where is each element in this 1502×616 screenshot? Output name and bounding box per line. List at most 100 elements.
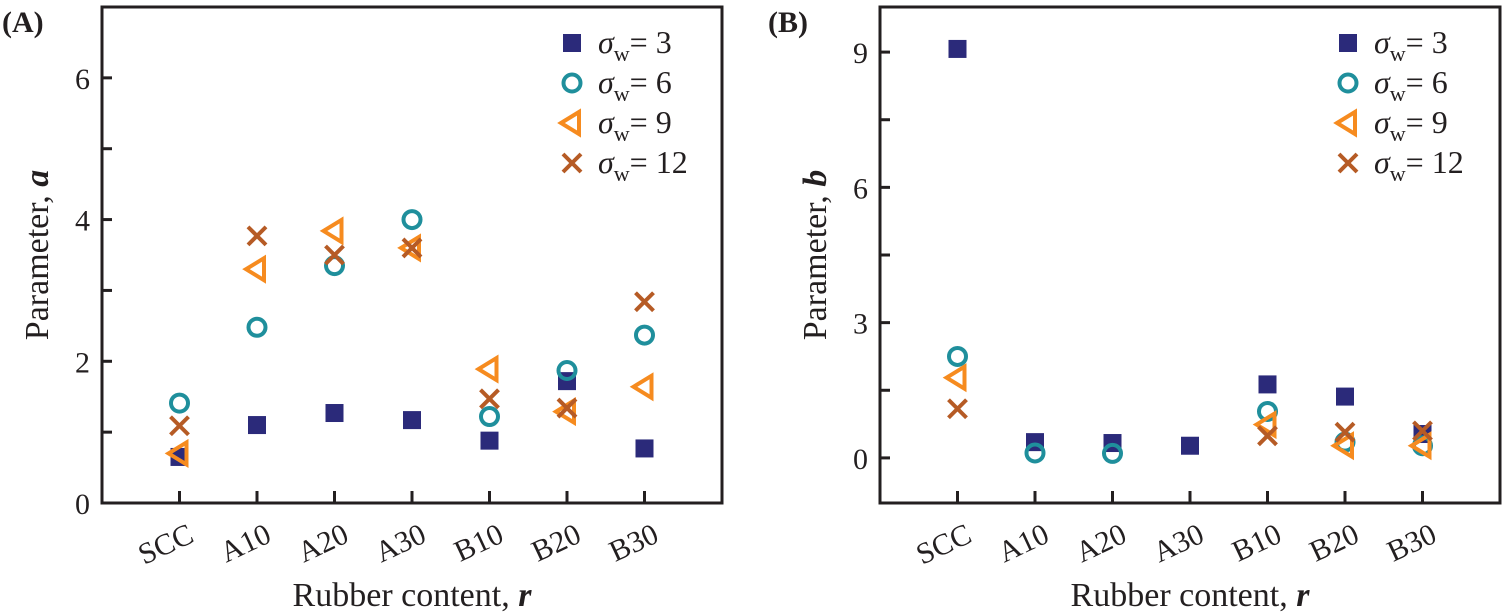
data-point <box>556 359 578 381</box>
legend-symbol: σ <box>1374 64 1391 100</box>
data-point <box>1258 375 1277 394</box>
y-tick-label: 3 <box>853 308 868 341</box>
data-point <box>1257 425 1278 447</box>
y-axis-variable: a <box>19 170 56 187</box>
legend-label: σw= 12 <box>598 144 688 186</box>
data-point <box>401 209 423 231</box>
data-point <box>1024 442 1046 464</box>
series-circle <box>169 209 655 428</box>
legend-value: = 9 <box>1406 104 1448 140</box>
legend-value: = 9 <box>630 104 672 140</box>
legend-symbol: σ <box>598 144 615 180</box>
legend-symbol: σ <box>598 24 615 60</box>
data-point <box>169 415 190 437</box>
x-tick-label: A30 <box>1148 517 1209 569</box>
legend-symbol: σ <box>598 104 615 140</box>
data-point <box>1336 387 1354 406</box>
y-tick-label: 0 <box>75 488 90 521</box>
data-point <box>1412 420 1433 442</box>
data-point <box>1181 436 1199 455</box>
legend-marker <box>1339 34 1357 52</box>
legend-label: σw= 9 <box>1374 104 1448 146</box>
data-point <box>169 392 190 414</box>
legend-label: σw= 12 <box>1374 144 1464 186</box>
data-point <box>325 404 344 423</box>
legend-subscript: w <box>614 81 630 106</box>
x-tick-label: B10 <box>1227 517 1286 568</box>
legend-subscript: w <box>614 121 630 146</box>
legend-subscript: w <box>614 41 630 66</box>
legend-subscript: w <box>1390 81 1406 106</box>
legend-label: σw= 3 <box>1374 24 1448 66</box>
panel-label: (B) <box>768 6 808 39</box>
data-point <box>634 324 655 346</box>
legend-marker <box>563 34 581 52</box>
x-axis-title: Rubber content, r <box>1071 577 1311 614</box>
x-axis-variable: r <box>1296 577 1310 614</box>
y-tick-label: 6 <box>853 172 868 205</box>
data-point <box>164 438 189 468</box>
legend-marker <box>1337 152 1359 174</box>
legend-subscript: w <box>1390 121 1406 146</box>
y-tick-label: 2 <box>75 346 90 379</box>
x-tick-label: B30 <box>1382 517 1441 568</box>
y-axis-variable: b <box>797 170 834 187</box>
y-tick-label: 9 <box>853 37 868 70</box>
data-point <box>403 411 421 430</box>
legend-label: σw= 6 <box>1374 64 1448 106</box>
data-point <box>248 416 266 435</box>
x-tick-label: A20 <box>1071 517 1132 569</box>
data-point <box>246 225 268 247</box>
legend-marker <box>1333 108 1357 138</box>
panel-b: 0 3 6 9 SCC A10 A20 A30 B10 B20 B30 Rubber content,… <box>768 5 1502 614</box>
y-tick-label: 6 <box>75 63 90 96</box>
y-tick-label: 0 <box>853 443 868 476</box>
data-point <box>948 39 967 58</box>
x-axis-title: Rubber content, r <box>293 577 533 614</box>
data-point <box>479 406 500 428</box>
data-point <box>1102 442 1123 464</box>
x-tick-label: A20 <box>293 517 354 569</box>
data-point <box>556 397 578 419</box>
data-point <box>401 237 423 259</box>
data-point <box>634 291 655 313</box>
data-point <box>474 354 499 384</box>
x-tick-label: B20 <box>527 517 586 568</box>
legend-marker <box>561 152 583 174</box>
legend-subscript: w <box>1390 161 1406 186</box>
legend-symbol: σ <box>1374 104 1391 140</box>
legend-value: = 6 <box>630 64 672 100</box>
data-point <box>942 363 967 393</box>
legend-value: = 3 <box>1406 24 1448 60</box>
data-point <box>246 316 268 338</box>
data-point <box>1407 431 1432 461</box>
legend-marker <box>1337 72 1359 94</box>
x-tick-label: SCC <box>911 517 976 571</box>
x-tick-label: A10 <box>993 517 1054 569</box>
legend-subscript: w <box>1390 41 1406 66</box>
series-x <box>169 225 655 437</box>
x-tick-label: SCC <box>133 517 198 571</box>
data-point <box>629 372 654 402</box>
legend-subscript: w <box>614 161 630 186</box>
data-point <box>324 244 345 266</box>
legend-label: σw= 6 <box>598 64 672 106</box>
data-point <box>1334 421 1356 443</box>
x-tick-label: B10 <box>449 517 508 568</box>
legend-value: = 12 <box>1406 144 1464 180</box>
x-tick-label: A10 <box>215 517 276 569</box>
legend-symbol: σ <box>1374 144 1391 180</box>
legend-label: σw= 3 <box>598 24 672 66</box>
data-point <box>479 388 500 410</box>
y-axis-title: Parameter, a <box>19 170 56 340</box>
legend-value: = 6 <box>1406 64 1448 100</box>
legend-value: = 3 <box>630 24 672 60</box>
legend-label: σw= 9 <box>598 104 672 146</box>
x-axis-variable: r <box>518 577 532 614</box>
data-point <box>635 439 654 458</box>
panel-label: (A) <box>2 6 44 39</box>
y-tick-label: 4 <box>75 205 90 238</box>
x-tick-label: B30 <box>604 517 663 568</box>
legend-symbol: σ <box>598 64 615 100</box>
panel-a: 0 2 4 6 SCC A10 A20 A30 B10 B20 B30 Rubber content,… <box>2 5 724 614</box>
